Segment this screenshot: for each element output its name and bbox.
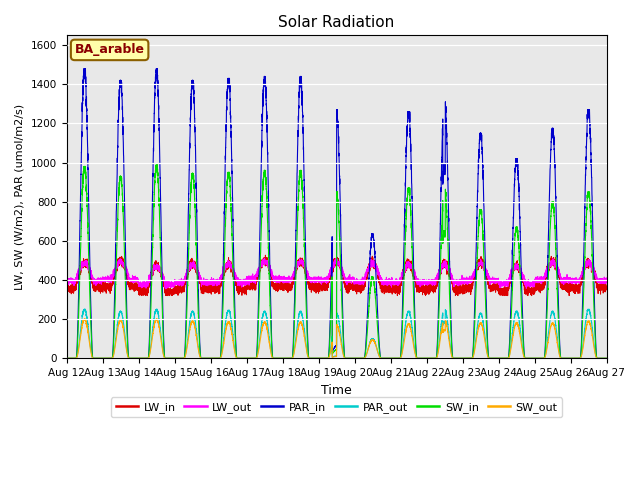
PAR_in — [573, 355, 581, 361]
SW_in — [473, 272, 481, 277]
SW_in — [152, 162, 160, 168]
SW_out — [318, 355, 326, 361]
LW_out — [458, 277, 465, 283]
LW_out — [260, 255, 268, 261]
LW_out — [319, 276, 326, 282]
LW_in — [63, 288, 70, 293]
PAR_in — [580, 245, 588, 251]
LW_out — [63, 276, 70, 282]
LW_out — [473, 264, 481, 269]
PAR_in — [318, 355, 326, 361]
SW_out — [80, 316, 88, 322]
PAR_in — [80, 66, 88, 72]
LW_in — [262, 252, 269, 258]
Y-axis label: LW, SW (W/m2), PAR (umol/m2/s): LW, SW (W/m2), PAR (umol/m2/s) — [15, 104, 25, 290]
SW_in — [63, 355, 70, 361]
LW_out — [573, 279, 581, 285]
SW_out — [603, 355, 611, 361]
LW_in — [138, 293, 145, 299]
LW_out — [246, 278, 254, 284]
SW_out — [458, 355, 465, 361]
Line: LW_in: LW_in — [67, 255, 607, 296]
PAR_out — [246, 355, 254, 361]
SW_in — [318, 355, 326, 361]
SW_out — [63, 355, 70, 361]
PAR_in — [603, 355, 611, 361]
PAR_out — [318, 355, 326, 361]
X-axis label: Time: Time — [321, 384, 352, 396]
PAR_out — [473, 330, 481, 336]
PAR_in — [473, 228, 481, 234]
SW_out — [580, 339, 588, 345]
Line: SW_out: SW_out — [67, 319, 607, 358]
LW_in — [246, 283, 254, 289]
Line: LW_out: LW_out — [67, 258, 607, 289]
SW_in — [580, 281, 588, 287]
SW_in — [458, 355, 465, 361]
LW_out — [162, 286, 170, 292]
LW_in — [473, 261, 481, 266]
SW_in — [603, 355, 611, 361]
PAR_in — [246, 355, 254, 361]
SW_in — [573, 355, 581, 361]
SW_out — [246, 355, 254, 361]
PAR_in — [63, 355, 70, 361]
Text: BA_arable: BA_arable — [75, 43, 145, 57]
LW_in — [580, 264, 588, 270]
LW_in — [603, 285, 611, 290]
SW_in — [246, 355, 254, 361]
SW_out — [473, 336, 481, 341]
PAR_in — [458, 355, 465, 361]
Legend: LW_in, LW_out, PAR_in, PAR_out, SW_in, SW_out: LW_in, LW_out, PAR_in, PAR_out, SW_in, S… — [111, 397, 562, 417]
PAR_out — [580, 334, 588, 339]
LW_out — [603, 278, 611, 284]
LW_in — [573, 285, 581, 291]
SW_out — [573, 355, 581, 361]
PAR_out — [458, 355, 465, 361]
LW_in — [458, 287, 465, 293]
PAR_out — [603, 355, 611, 361]
Line: PAR_out: PAR_out — [67, 309, 607, 358]
Title: Solar Radiation: Solar Radiation — [278, 15, 395, 30]
Line: SW_in: SW_in — [67, 165, 607, 358]
PAR_out — [63, 355, 70, 361]
LW_out — [580, 266, 588, 272]
Line: PAR_in: PAR_in — [67, 69, 607, 358]
LW_in — [319, 284, 326, 290]
PAR_out — [573, 355, 581, 361]
PAR_out — [80, 306, 88, 312]
